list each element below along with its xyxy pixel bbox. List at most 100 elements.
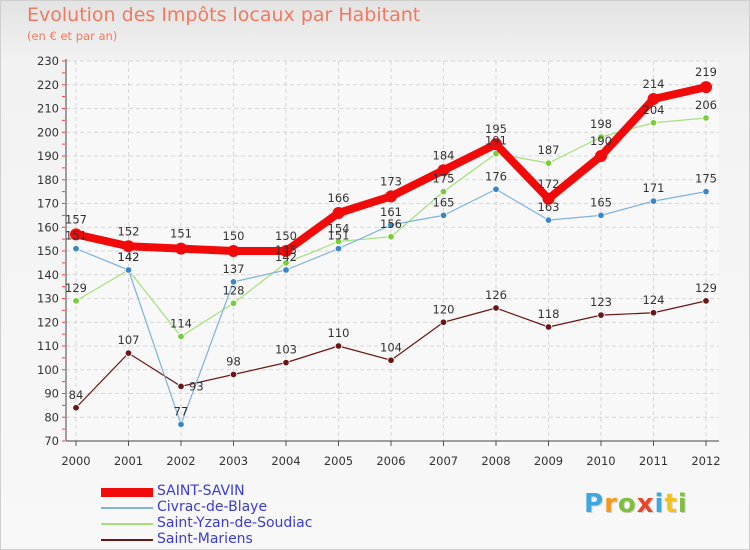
data-label-saint-yzan-de-soudiac: 128	[223, 283, 245, 297]
data-point-saint-mariens	[72, 404, 80, 412]
data-label-civrac-de-blaye: 165	[590, 195, 612, 209]
data-point-saint-mariens	[649, 309, 658, 317]
data-label-saint-mariens: 124	[643, 293, 665, 307]
data-point-saint-savin	[437, 164, 450, 177]
logo-letter: i	[677, 489, 688, 519]
legend-label-saint-yzan-de-soudiac: Saint-Yzan-de-Soudiac	[157, 515, 313, 531]
logo-letter: P	[584, 489, 605, 519]
data-point-civrac-de-blaye	[387, 221, 395, 229]
y-tick-label: 180	[37, 173, 59, 187]
data-point-saint-savin	[70, 228, 82, 241]
logo-letter: t	[664, 489, 678, 519]
data-label-saint-savin: 152	[118, 224, 140, 238]
data-point-saint-savin	[385, 190, 397, 203]
y-tick-label: 220	[37, 78, 59, 92]
data-label-saint-mariens: 126	[485, 288, 507, 302]
data-point-saint-mariens	[702, 297, 710, 305]
data-point-saint-yzan-de-soudiac	[492, 149, 500, 158]
data-point-saint-mariens	[439, 318, 448, 326]
y-tick-label: 80	[44, 410, 59, 424]
data-point-saint-mariens	[492, 304, 500, 312]
data-label-civrac-de-blaye: 161	[380, 205, 402, 219]
legend-swatch-saint-mariens	[101, 539, 153, 541]
data-label-civrac-de-blaye: 163	[538, 200, 560, 214]
x-tick-label: 2002	[166, 454, 195, 468]
data-label-saint-savin: 173	[380, 174, 402, 188]
data-label-saint-yzan-de-soudiac: 187	[538, 143, 560, 157]
data-point-saint-yzan-de-soudiac	[229, 299, 238, 307]
data-label-civrac-de-blaye: 165	[433, 195, 455, 209]
legend-label-civrac-de-blaye: Civrac-de-Blaye	[157, 499, 268, 515]
data-point-saint-mariens	[334, 342, 343, 350]
data-label-saint-yzan-de-soudiac: 206	[695, 98, 717, 112]
y-tick-label: 140	[37, 268, 59, 282]
data-point-saint-yzan-de-soudiac	[649, 119, 658, 127]
data-label-saint-savin: 190	[590, 134, 612, 148]
logo-letter: x	[636, 489, 655, 519]
legend-swatch-saint-savin	[101, 488, 153, 497]
data-point-saint-yzan-de-soudiac	[387, 233, 395, 241]
chart-subtitle: (en € et par an)	[27, 29, 118, 43]
x-tick-label: 2000	[61, 454, 90, 468]
data-point-saint-mariens	[282, 358, 290, 367]
y-tick-label: 130	[37, 292, 59, 306]
data-label-saint-savin: 219	[695, 65, 717, 79]
data-label-saint-yzan-de-soudiac: 129	[65, 281, 87, 295]
legend-label-saint-mariens: Saint-Mariens	[157, 531, 253, 547]
data-label-saint-mariens: 129	[695, 281, 717, 295]
x-tick-label: 2011	[639, 454, 668, 468]
x-tick-label: 2005	[324, 454, 353, 468]
data-point-saint-mariens	[597, 311, 605, 319]
data-label-civrac-de-blaye: 176	[485, 169, 507, 183]
data-label-civrac-de-blaye: 142	[118, 250, 140, 264]
data-label-saint-yzan-de-soudiac: 154	[328, 222, 350, 236]
legend-label-saint-savin: SAINT-SAVIN	[157, 483, 245, 499]
data-point-civrac-de-blaye	[72, 244, 80, 253]
data-point-saint-mariens	[124, 349, 133, 357]
data-label-saint-mariens: 98	[226, 355, 241, 369]
data-point-civrac-de-blaye	[544, 216, 553, 224]
data-label-civrac-de-blaye: 142	[275, 250, 297, 264]
y-tick-label: 210	[37, 102, 59, 116]
x-tick-label: 2003	[219, 454, 248, 468]
x-tick-label: 2006	[376, 454, 405, 468]
x-tick-label: 2007	[429, 454, 458, 468]
data-label-saint-savin: 166	[328, 191, 350, 205]
data-point-saint-mariens	[387, 356, 395, 364]
x-tick-label: 2001	[114, 454, 143, 468]
data-label-saint-yzan-de-soudiac: 156	[380, 217, 402, 231]
data-point-saint-yzan-de-soudiac	[597, 133, 605, 141]
data-point-civrac-de-blaye	[177, 420, 185, 429]
x-tick-label: 2012	[691, 454, 720, 468]
data-point-civrac-de-blaye	[282, 266, 290, 274]
data-point-civrac-de-blaye	[334, 244, 343, 253]
data-label-saint-yzan-de-soudiac: 204	[643, 103, 665, 117]
data-point-saint-savin	[332, 207, 345, 219]
y-tick-label: 70	[44, 434, 59, 448]
logo-letter: r	[604, 489, 618, 519]
data-point-saint-yzan-de-soudiac	[439, 187, 448, 196]
data-label-saint-savin: 157	[65, 212, 87, 226]
data-label-saint-savin: 150	[275, 229, 297, 243]
y-tick-label: 230	[37, 54, 59, 68]
data-label-civrac-de-blaye: 151	[328, 229, 350, 243]
data-point-civrac-de-blaye	[702, 187, 710, 196]
data-label-saint-mariens: 120	[433, 302, 455, 316]
logo-letter: i	[654, 489, 665, 519]
data-point-saint-yzan-de-soudiac	[72, 297, 80, 305]
data-label-saint-yzan-de-soudiac: 191	[485, 134, 507, 148]
data-label-civrac-de-blaye: 171	[643, 181, 665, 195]
data-point-saint-savin	[595, 150, 607, 162]
data-point-saint-yzan-de-soudiac	[544, 159, 553, 167]
data-label-saint-mariens: 104	[380, 340, 402, 354]
x-tick-label: 2008	[481, 454, 510, 468]
data-label-saint-yzan-de-soudiac: 114	[170, 317, 192, 331]
data-point-saint-yzan-de-soudiac	[177, 332, 185, 341]
legend-swatch-civrac-de-blaye	[101, 507, 153, 509]
data-point-saint-savin	[647, 93, 660, 105]
data-label-saint-yzan-de-soudiac: 145	[275, 243, 297, 257]
data-label-saint-savin: 172	[538, 177, 560, 191]
data-label-saint-mariens: 103	[275, 343, 297, 357]
data-label-saint-yzan-de-soudiac: 175	[433, 172, 455, 186]
